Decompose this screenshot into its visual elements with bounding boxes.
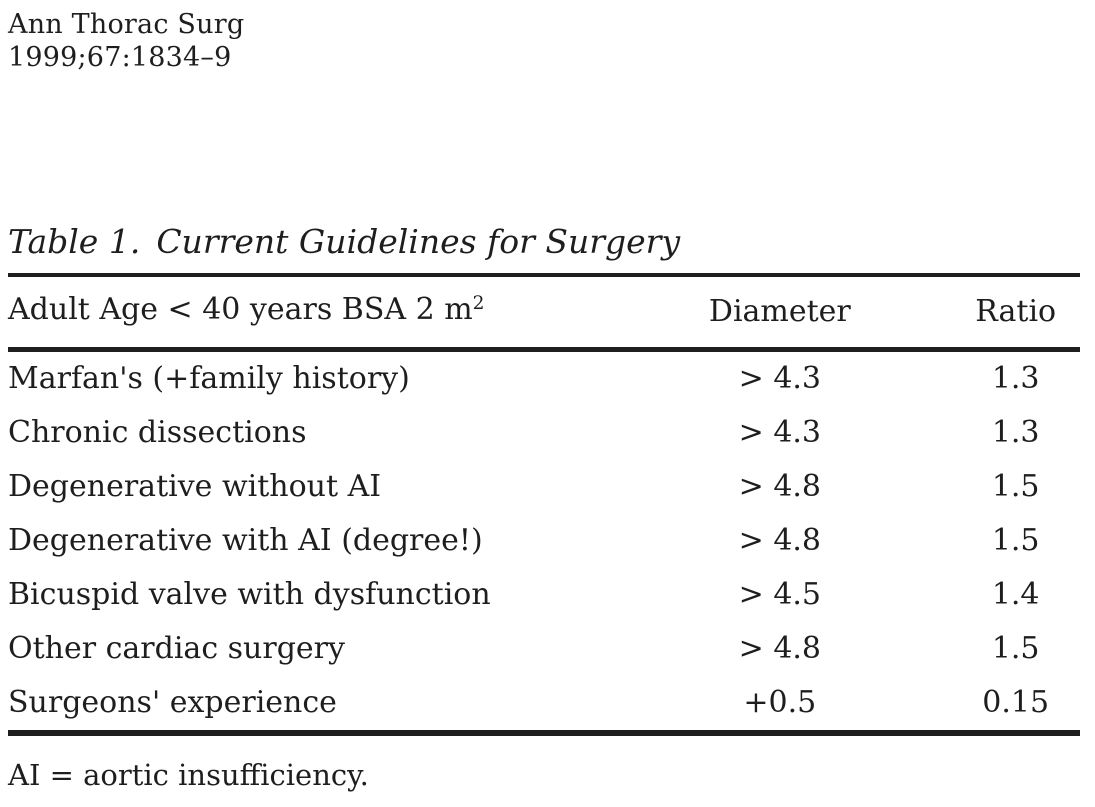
cell-ratio: 1.3 [991, 361, 1040, 396]
table-label: Table 1. [8, 222, 141, 261]
col-header-ratio: Ratio [951, 275, 1080, 352]
cell-condition: Surgeons' experience [8, 685, 337, 720]
table-caption: Table 1. Current Guidelines for Surgery [8, 222, 1086, 262]
guidelines-table: Adult Age < 40 years BSA 2 m2 Diameter R… [8, 273, 1080, 736]
cell-diameter: > 4.8 [738, 523, 822, 558]
cell-diameter: > 4.5 [738, 577, 822, 612]
cell-condition: Marfan's (+family history) [8, 361, 410, 396]
journal-name: Ann Thorac Surg [8, 9, 245, 40]
table-row: Degenerative without AI > 4.8 1.5 [8, 460, 1080, 514]
table-row: Bicuspid valve with dysfunction > 4.5 1.… [8, 568, 1080, 622]
journal-header: Ann Thorac Surg 1999;67:1834–9 [8, 8, 1086, 74]
cell-diameter: > 4.3 [738, 361, 822, 396]
cell-condition: Degenerative with AI (degree!) [8, 523, 483, 558]
cell-condition: Other cardiac surgery [8, 631, 345, 666]
cell-ratio: 1.5 [991, 523, 1040, 558]
cell-diameter: > 4.3 [738, 415, 822, 450]
table-row: Degenerative with AI (degree!) > 4.8 1.5 [8, 514, 1080, 568]
cell-ratio: 1.5 [991, 469, 1040, 504]
cell-diameter: > 4.8 [738, 631, 822, 666]
cell-ratio: 1.5 [991, 631, 1040, 666]
journal-citation: 1999;67:1834–9 [8, 42, 232, 73]
cell-condition: Degenerative without AI [8, 469, 382, 504]
cell-ratio: 1.4 [991, 577, 1040, 612]
col-header-condition: Adult Age < 40 years BSA 2 m2 [8, 275, 609, 352]
cell-condition: Bicuspid valve with dysfunction [8, 577, 491, 612]
cell-diameter: +0.5 [743, 685, 817, 720]
table-title: Current Guidelines for Surgery [156, 222, 681, 261]
table-footnote: AI = aortic insufficiency. [8, 758, 369, 792]
table-row: Marfan's (+family history) > 4.3 1.3 [8, 350, 1080, 407]
cell-diameter: > 4.8 [738, 469, 822, 504]
cell-ratio: 1.3 [991, 415, 1040, 450]
cell-condition: Chronic dissections [8, 415, 307, 450]
table-row: Chronic dissections > 4.3 1.3 [8, 406, 1080, 460]
table-header-row: Adult Age < 40 years BSA 2 m2 Diameter R… [8, 275, 1080, 352]
cell-ratio: 0.15 [982, 685, 1050, 720]
table-row: Surgeons' experience +0.5 0.15 [8, 676, 1080, 733]
table-row: Other cardiac surgery > 4.8 1.5 [8, 622, 1080, 676]
table-1-block: Table 1. Current Guidelines for Surgery A… [8, 222, 1086, 793]
superscript-2: 2 [472, 292, 485, 314]
col-header-diameter: Diameter [608, 275, 952, 352]
col-header-condition-text: Adult Age < 40 years BSA 2 m [8, 292, 473, 327]
